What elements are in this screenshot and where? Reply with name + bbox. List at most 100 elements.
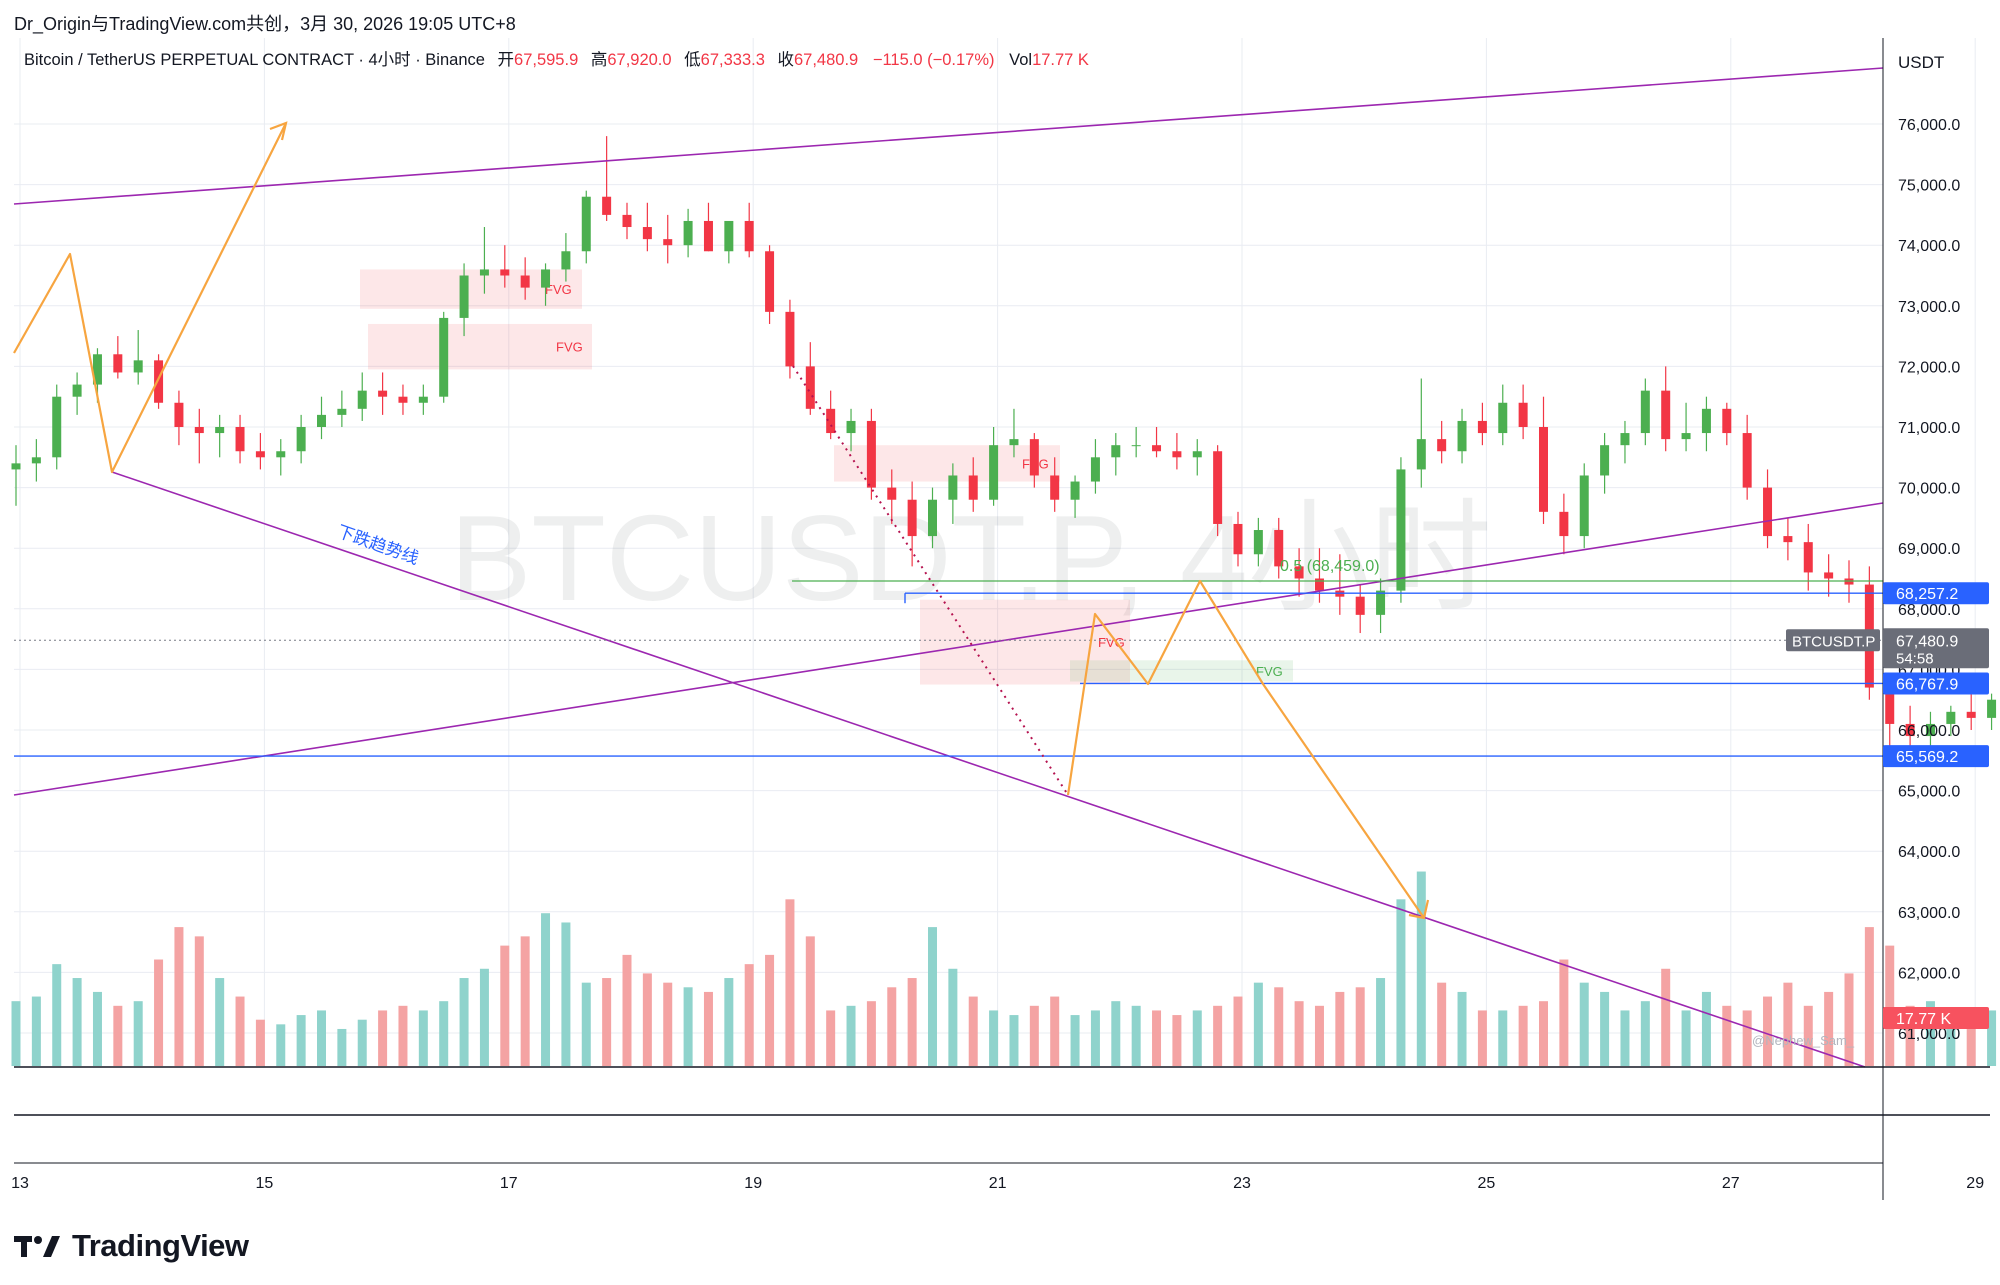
candle-body <box>1966 711 1976 718</box>
volume-bar <box>1437 982 1447 1066</box>
volume-bar <box>174 927 184 1066</box>
legend-open-value: 67,595.9 <box>514 51 578 69</box>
symbol-tag-bg <box>1786 629 1880 652</box>
level-mid-tag-bg <box>1883 672 1989 695</box>
fvg-label: FVG <box>556 340 583 355</box>
volume-bar <box>1416 871 1426 1066</box>
candle-body <box>520 275 530 288</box>
candle-body <box>948 475 958 500</box>
candle-body <box>357 390 367 409</box>
legend-open-label: 开 <box>498 51 515 69</box>
candle-body <box>785 311 795 367</box>
time-tick-label: 25 <box>1478 1175 1496 1192</box>
candle-body <box>11 463 21 470</box>
candle-body <box>1457 420 1467 452</box>
symbol-tag: BTCUSDT.P <box>1792 633 1875 650</box>
candle-body <box>1640 390 1650 434</box>
tradingview-logo[interactable]: TradingView <box>14 1228 249 1264</box>
volume-bar <box>72 978 82 1066</box>
volume-bar <box>418 1010 428 1066</box>
candle-body <box>154 360 164 403</box>
volume-bar <box>1518 1005 1528 1066</box>
candle-body <box>744 220 754 252</box>
mid-channel-line <box>13 502 1884 796</box>
candle-body <box>561 251 571 270</box>
price-tick-label: 62,000.0 <box>1898 965 1960 982</box>
volume-bar <box>765 954 775 1066</box>
candle-body <box>1152 445 1162 452</box>
volume-bar <box>1090 1010 1100 1066</box>
volume-bar <box>52 964 62 1066</box>
candle-body <box>1131 445 1141 447</box>
candle-body <box>1763 487 1773 537</box>
price-tick-label: 76,000.0 <box>1898 117 1960 134</box>
volume-bar <box>1925 1001 1935 1066</box>
candle-body <box>1681 433 1691 440</box>
volume-bar <box>805 936 815 1066</box>
volume-bar <box>1294 1001 1304 1066</box>
price-tags: 68,257.2 66,767.9 65,569.2 67,480.954:58 BTC… <box>1786 582 1989 1029</box>
currency-label[interactable]: USDT <box>1898 53 1944 72</box>
level-mid-tag: 66,767.9 <box>1896 676 1958 693</box>
candle-body <box>1233 523 1243 555</box>
candle-body <box>1722 408 1732 434</box>
candle-body <box>1253 530 1263 555</box>
volume-bar <box>317 1010 326 1066</box>
volume-bar <box>215 978 225 1066</box>
level-high-tag: 68,257.2 <box>1896 586 1958 603</box>
price-tick-label: 69,000.0 <box>1898 541 1960 558</box>
volume-bar <box>1803 1005 1813 1066</box>
volume-bar <box>1029 1005 1039 1066</box>
time-tick-label: 13 <box>11 1175 29 1192</box>
candle-body <box>602 196 612 215</box>
candle-body <box>1783 536 1793 543</box>
price-tick-label: 74,000.0 <box>1898 238 1960 255</box>
candle-body <box>1579 475 1589 537</box>
price-tick-label: 63,000.0 <box>1898 905 1960 922</box>
tradingview-wordmark: TradingView <box>72 1228 249 1263</box>
volume-bar <box>1477 1010 1487 1066</box>
bar-countdown: 54:58 <box>1896 650 1934 667</box>
price-tick-label: 70,000.0 <box>1898 481 1960 498</box>
fvg-zone <box>368 323 592 370</box>
candle-body <box>1559 511 1569 537</box>
volume-bar <box>683 987 693 1066</box>
candlesticks <box>11 136 1997 755</box>
time-tick-label: 15 <box>256 1175 274 1192</box>
volume-bar <box>1253 982 1263 1066</box>
volume-bar <box>1763 996 1773 1066</box>
volume-bar <box>703 991 713 1066</box>
candle-body <box>907 499 917 537</box>
time-axis-ticks: 1315171921232527294月357911 <box>11 1175 1984 1192</box>
legend-vol-label: Vol <box>1009 51 1032 69</box>
volume-bar <box>1783 982 1793 1066</box>
candle-body <box>683 220 693 246</box>
candle-body <box>928 499 937 537</box>
volume-bar <box>663 982 673 1066</box>
legend-low-label: 低 <box>684 50 701 69</box>
volume-tag-bg <box>1883 1007 1989 1029</box>
time-tick-label: 29 <box>1966 1175 1984 1192</box>
time-tick-label: 21 <box>989 1175 1007 1192</box>
volume-bar <box>1966 1015 1976 1066</box>
volume-bar <box>1376 978 1386 1066</box>
candle-body <box>378 390 388 397</box>
volume-bar <box>357 1019 367 1066</box>
candle-body <box>1946 711 1956 724</box>
candle-body <box>92 354 102 385</box>
volume-bar <box>541 913 551 1066</box>
candle-body <box>1885 687 1895 724</box>
candle-body <box>1477 420 1487 434</box>
candle-body <box>479 269 489 276</box>
volume-bar <box>1539 1001 1548 1066</box>
candle-body <box>194 427 204 434</box>
volume-bar <box>1946 1010 1956 1066</box>
candle-body <box>1925 723 1935 737</box>
legend-symbol-title: Bitcoin / TetherUS PERPETUAL CONTRACT · … <box>24 50 485 69</box>
fvg-label: FVG <box>1098 635 1125 650</box>
projection-path <box>1066 579 1425 919</box>
volume-bar <box>989 1010 999 1066</box>
candle-body <box>1905 723 1915 737</box>
candle-body <box>1701 408 1711 434</box>
